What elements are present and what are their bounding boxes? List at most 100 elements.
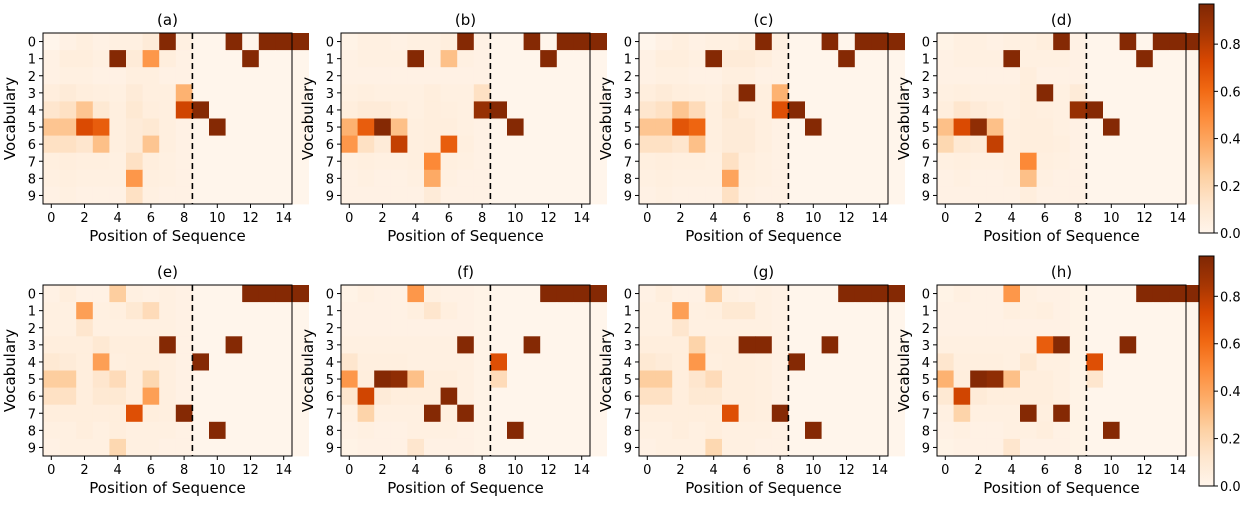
heatmap-cell [109, 50, 127, 68]
heatmap-cell [540, 169, 558, 188]
heatmap-cell [771, 101, 789, 119]
heatmap-cell [854, 302, 872, 320]
heatmap-cell [209, 169, 226, 188]
heatmap-cell [407, 135, 425, 154]
heatmap-cell [1086, 169, 1104, 188]
heatmap-cell [838, 118, 856, 136]
heatmap-cell [192, 33, 210, 51]
heatmap-cell [225, 438, 243, 457]
heatmap-cell [275, 336, 293, 354]
heatmap-cell [871, 67, 889, 85]
heatmap-cell [590, 336, 607, 354]
heatmap-cell [771, 319, 789, 337]
heatmap-cell [357, 404, 375, 423]
y-tick-label: 3 [28, 87, 36, 102]
heatmap-cell [142, 84, 160, 102]
heatmap-cell [424, 186, 441, 205]
y-tick-label: 8 [922, 424, 930, 439]
heatmap-cell [258, 50, 276, 68]
heatmap-cell [590, 84, 607, 102]
heatmap-cell [1136, 438, 1154, 457]
heatmap-cell [457, 353, 475, 371]
heatmap-cell [440, 118, 458, 136]
panel-frame [42, 284, 293, 457]
heatmap-cell [1103, 84, 1120, 102]
heatmap-cell [986, 336, 1004, 354]
heatmap-cell [888, 319, 905, 337]
heatmap-cell [821, 186, 839, 205]
heatmap-cell [225, 421, 243, 440]
heatmap-cell [1103, 370, 1120, 388]
heatmap-cell [854, 152, 872, 171]
heatmap-cell [788, 438, 806, 457]
heatmap-cell [473, 319, 491, 337]
heatmap-cell [854, 336, 872, 354]
heatmap-cell [556, 336, 574, 354]
heatmap-cell [871, 421, 889, 440]
heatmap-cell [142, 50, 160, 68]
colorbar-tick-label: 0.8 [1220, 38, 1241, 53]
heatmap-cell [655, 421, 673, 440]
heatmap-cell [142, 101, 160, 119]
heatmap-cell [357, 421, 375, 440]
heatmap-cell [1086, 370, 1104, 388]
heatmap-cell [986, 135, 1004, 154]
heatmap-cell [1086, 67, 1104, 85]
y-tick-label: 0 [624, 36, 632, 51]
heatmap-cell [457, 50, 475, 68]
heatmap-cell [953, 438, 971, 457]
heatmap-cell [390, 84, 408, 102]
heatmap-cell [540, 84, 558, 102]
heatmap-cell [705, 169, 723, 188]
x-tick-label: 12 [1136, 463, 1153, 478]
heatmap-cell [473, 370, 491, 388]
heatmap-cell [540, 421, 558, 440]
heatmap-cell [1053, 336, 1071, 354]
heatmap-cell [209, 336, 226, 354]
heatmap-cell [805, 387, 822, 406]
heatmap-cell [374, 438, 392, 457]
colorbar-tick-label: 0.0 [1220, 480, 1241, 495]
heatmap-cell [655, 67, 673, 85]
heatmap-cell [1053, 33, 1071, 51]
heatmap-cell [76, 186, 94, 205]
heatmap-cell [1119, 152, 1137, 171]
heatmap-cell [1136, 336, 1154, 354]
heatmap-cell [639, 50, 656, 68]
y-tick-label: 3 [624, 339, 632, 354]
heatmap-cell [821, 33, 839, 51]
heatmap-cell [1036, 404, 1054, 423]
y-axis-label: Vocabulary [895, 77, 913, 160]
heatmap-cell [1053, 67, 1071, 85]
heatmap-cell [556, 370, 574, 388]
heatmap-cell [871, 84, 889, 102]
heatmap-cell [590, 135, 607, 154]
heatmap-cell [175, 302, 193, 320]
heatmap-cell [573, 84, 591, 102]
heatmap-cell [986, 152, 1004, 171]
heatmap-cell [1036, 169, 1054, 188]
heatmap-cell [1020, 33, 1037, 51]
heatmap-cell [738, 84, 756, 102]
heatmap-cell [225, 33, 243, 51]
heatmap-cell [242, 438, 260, 457]
heatmap-cell [1152, 285, 1170, 303]
heatmap-cell [1003, 135, 1021, 154]
x-tick-label: 14 [1169, 211, 1186, 226]
heatmap-cell [43, 152, 60, 171]
heatmap-cell [292, 186, 309, 205]
heatmap-cell [556, 84, 574, 102]
heatmap-cell [722, 33, 739, 51]
heatmap-cell [523, 186, 541, 205]
heatmap-cell [490, 118, 508, 136]
heatmap-cell [986, 353, 1004, 371]
heatmap-cell [424, 285, 441, 303]
heatmap-cell [225, 67, 243, 85]
heatmap-cell [1152, 370, 1170, 388]
heatmap-cell [341, 67, 358, 85]
heatmap-cell [821, 353, 839, 371]
heatmap-cell [357, 387, 375, 406]
heatmap-cell [225, 319, 243, 337]
heatmap-cell [722, 118, 739, 136]
heatmap-cell [43, 135, 60, 154]
